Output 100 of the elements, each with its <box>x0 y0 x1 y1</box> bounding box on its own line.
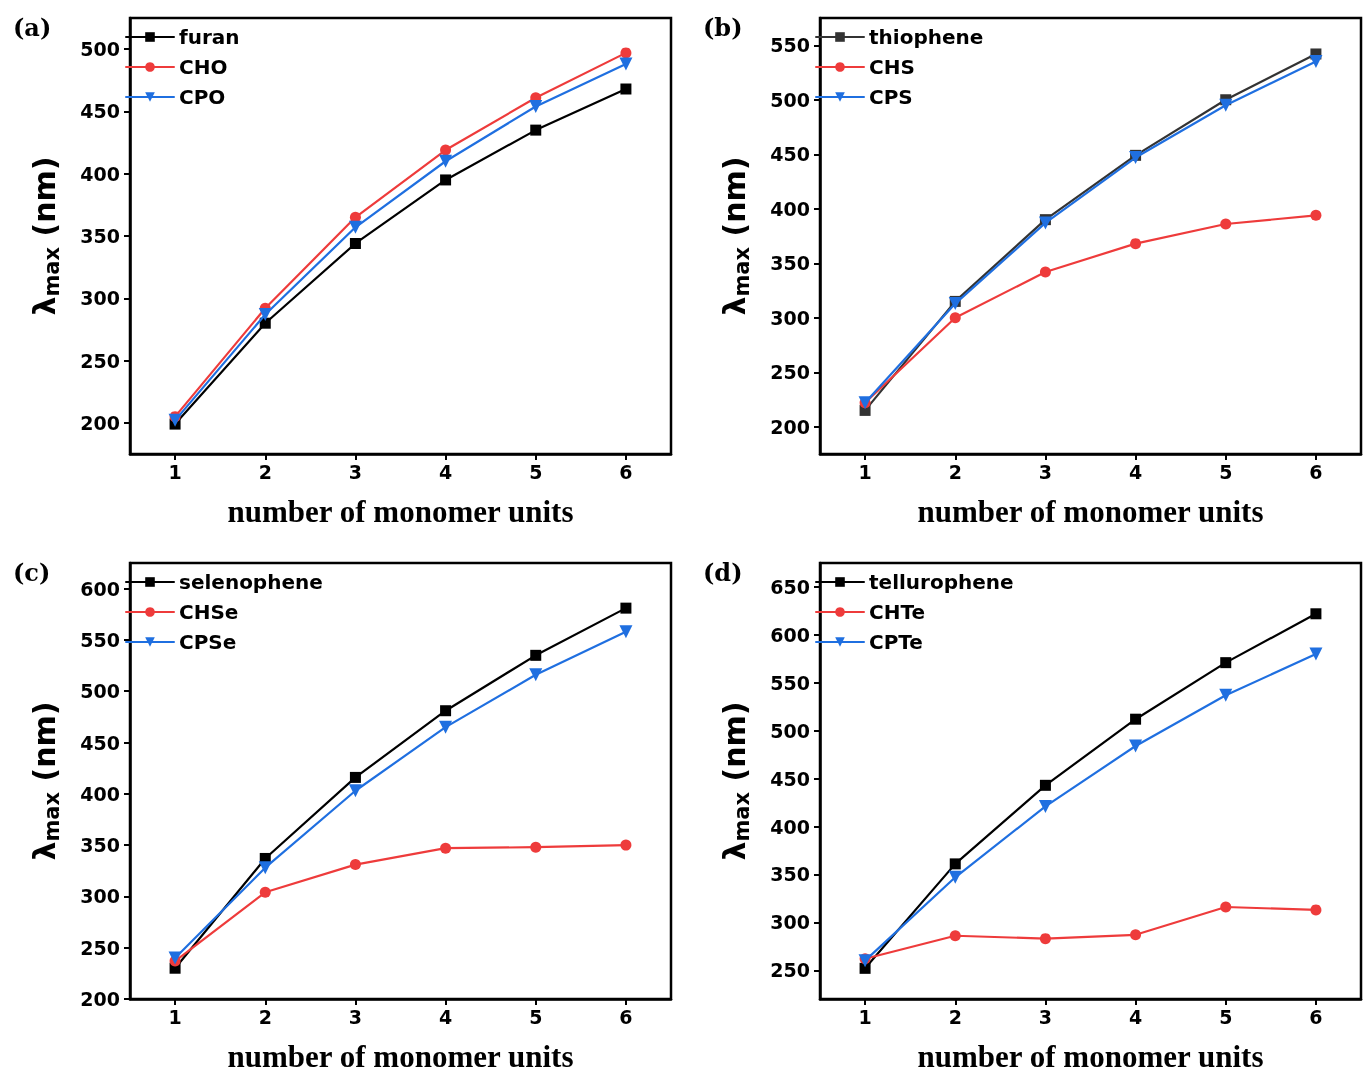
point <box>530 649 542 661</box>
point <box>529 99 543 113</box>
point <box>440 144 452 156</box>
point <box>949 930 961 942</box>
legend-label: CHO <box>179 55 228 79</box>
x-tick-label: 1 <box>858 1005 872 1028</box>
point <box>168 951 182 965</box>
x-tick-label: 6 <box>1309 1005 1323 1028</box>
y-tick-label: 350 <box>770 863 810 886</box>
y-tick-label: 200 <box>80 988 120 1010</box>
y-tick-label: 550 <box>770 34 810 57</box>
point <box>1310 209 1322 221</box>
x-tick-label: 4 <box>1128 1005 1143 1028</box>
point <box>440 174 452 186</box>
y-tick-label: 500 <box>80 38 120 61</box>
y-tick-label: 300 <box>80 885 120 908</box>
point <box>529 668 543 682</box>
y-tick-label: 250 <box>80 349 120 372</box>
point <box>620 47 632 59</box>
point <box>1220 901 1232 913</box>
x-tick-label: 3 <box>1038 460 1053 483</box>
y-tick-label: 400 <box>80 162 120 185</box>
y-tick-label: 250 <box>770 959 810 982</box>
x-tick-label: 3 <box>348 460 363 483</box>
y-tick-label: 250 <box>80 936 120 959</box>
y-tick-label: 400 <box>770 197 810 220</box>
y-axis-title: λmax (nm) <box>717 701 754 861</box>
point <box>1039 266 1051 278</box>
x-tick-label: 1 <box>168 1005 182 1028</box>
point <box>948 297 962 311</box>
x-axis-title: number of monomer units <box>917 1039 1264 1074</box>
point <box>949 312 961 324</box>
legend-label: CPSe <box>179 630 237 654</box>
point <box>948 870 962 884</box>
legend-label: CPTe <box>869 630 923 654</box>
point <box>530 841 542 853</box>
point <box>439 720 453 734</box>
y-tick-label: 200 <box>770 415 810 438</box>
chart-title: (b) <box>703 12 743 42</box>
chart-title: (c) <box>13 557 51 587</box>
x-tick-label: 4 <box>438 1005 453 1028</box>
y-tick-label: 250 <box>770 361 810 384</box>
point <box>1130 238 1142 250</box>
point <box>348 784 362 798</box>
x-tick-label: 1 <box>858 460 872 483</box>
point <box>1130 929 1142 941</box>
y-tick-label: 500 <box>770 88 810 111</box>
y-tick-label: 300 <box>80 287 120 310</box>
y-tick-label: 350 <box>770 252 810 275</box>
point <box>1219 98 1233 112</box>
point <box>259 317 271 329</box>
chart-title: (a) <box>13 12 52 42</box>
legend-label: CHS <box>869 55 915 79</box>
point <box>258 861 272 875</box>
y-tick-label: 350 <box>80 834 120 857</box>
point <box>619 57 633 71</box>
y-axis-title: λmax (nm) <box>27 701 64 861</box>
x-tick-label: 4 <box>1128 460 1143 483</box>
point <box>1309 647 1323 661</box>
y-tick-label: 550 <box>770 671 810 694</box>
point <box>620 839 632 851</box>
x-tick-label: 1 <box>168 460 182 483</box>
point <box>1038 216 1052 230</box>
point <box>1310 608 1322 620</box>
y-tick-label: 350 <box>80 225 120 247</box>
y-axis-title: λmax (nm) <box>717 156 754 316</box>
legend-label: CPO <box>179 85 226 109</box>
point <box>859 962 871 974</box>
point <box>349 771 361 783</box>
point <box>1219 688 1233 702</box>
y-axis-title: λmax (nm) <box>27 156 64 316</box>
y-tick-label: 600 <box>770 623 810 646</box>
x-axis-title: number of monomer units <box>227 1039 574 1074</box>
point <box>1039 779 1051 791</box>
y-tick-label: 500 <box>770 719 810 742</box>
x-tick-label: 5 <box>1219 1005 1233 1028</box>
legend-label: CHSe <box>179 600 239 624</box>
y-tick-label: 550 <box>80 628 120 651</box>
x-tick-label: 2 <box>948 460 962 483</box>
x-axis-title: number of monomer units <box>917 494 1264 529</box>
point <box>949 858 961 870</box>
point <box>348 220 362 234</box>
y-tick-label: 400 <box>80 782 120 805</box>
point <box>1310 904 1322 916</box>
legend-label: selenophene <box>179 570 323 594</box>
chart-title: (d) <box>703 557 743 587</box>
x-tick-label: 2 <box>948 1005 962 1028</box>
y-tick-label: 300 <box>770 306 810 329</box>
legend-label: CPS <box>869 85 913 109</box>
y-tick-label: 300 <box>770 911 810 934</box>
legend-label: thiophene <box>869 25 984 49</box>
y-tick-label: 450 <box>80 100 120 123</box>
x-tick-label: 3 <box>348 1005 363 1028</box>
y-tick-label: 450 <box>80 731 120 754</box>
y-tick-label: 200 <box>80 411 120 434</box>
point <box>620 83 632 95</box>
point <box>1039 933 1051 945</box>
x-axis-title: number of monomer units <box>227 494 574 529</box>
legend-label: CHTe <box>869 600 925 624</box>
point <box>1220 218 1232 230</box>
